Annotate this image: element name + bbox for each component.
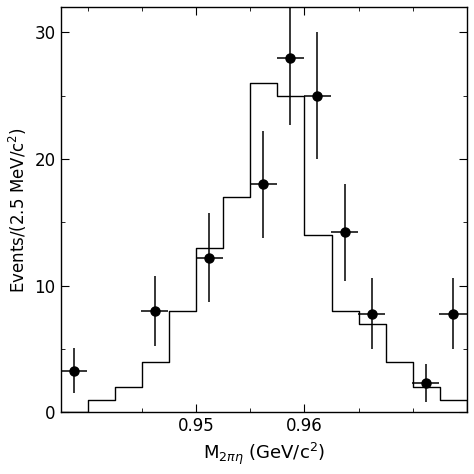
X-axis label: $\mathrm{M}_{2\pi\eta}\ (\mathrm{GeV/c}^{2})$: $\mathrm{M}_{2\pi\eta}\ (\mathrm{GeV/c}^… — [203, 441, 325, 467]
Y-axis label: Events/(2.5 MeV/c$^{2}$): Events/(2.5 MeV/c$^{2}$) — [7, 127, 29, 292]
